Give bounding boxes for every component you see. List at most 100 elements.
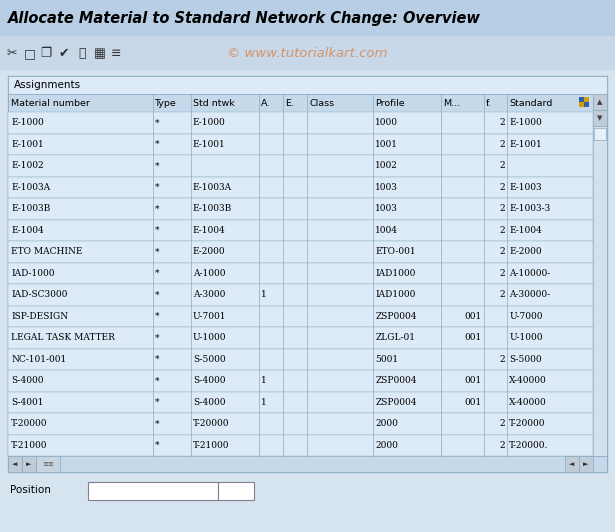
Text: 1: 1 bbox=[261, 290, 266, 299]
Text: IAD-SC3000: IAD-SC3000 bbox=[11, 290, 68, 299]
Text: 2: 2 bbox=[500, 355, 506, 364]
Text: 2000: 2000 bbox=[375, 419, 399, 428]
Text: ZSP0004: ZSP0004 bbox=[375, 398, 417, 407]
Text: *: * bbox=[154, 247, 159, 256]
Text: 2: 2 bbox=[500, 269, 506, 278]
Text: U-7001: U-7001 bbox=[193, 312, 226, 321]
Text: □: □ bbox=[24, 47, 36, 60]
Text: ▼: ▼ bbox=[597, 115, 603, 121]
Bar bbox=[22, 456, 36, 472]
Bar bbox=[218, 482, 254, 500]
Text: U-7000: U-7000 bbox=[509, 312, 543, 321]
Text: ❐: ❐ bbox=[41, 47, 52, 60]
Text: ≡: ≡ bbox=[111, 47, 121, 60]
Text: *: * bbox=[154, 398, 159, 407]
Text: Assignments: Assignments bbox=[14, 80, 81, 90]
Text: *: * bbox=[154, 376, 159, 385]
Text: ►: ► bbox=[26, 461, 32, 467]
Bar bbox=[0, 36, 615, 70]
Text: E-1003B: E-1003B bbox=[193, 204, 232, 213]
Bar bbox=[8, 392, 593, 413]
Text: E-1003: E-1003 bbox=[509, 183, 542, 192]
Bar bbox=[8, 76, 607, 472]
Text: *: * bbox=[154, 355, 159, 364]
Text: E-1000: E-1000 bbox=[11, 118, 44, 127]
Text: *: * bbox=[154, 183, 159, 192]
Bar bbox=[8, 94, 593, 112]
Bar bbox=[584, 97, 589, 102]
Text: 2: 2 bbox=[500, 226, 506, 235]
Bar bbox=[8, 305, 593, 327]
Text: 5001: 5001 bbox=[375, 355, 399, 364]
Text: 1002: 1002 bbox=[375, 161, 399, 170]
Text: A-10000-: A-10000- bbox=[509, 269, 550, 278]
Text: T-21000: T-21000 bbox=[193, 440, 229, 450]
Text: T-20000: T-20000 bbox=[193, 419, 229, 428]
Text: E-2000: E-2000 bbox=[193, 247, 226, 256]
Text: E-1000: E-1000 bbox=[193, 118, 226, 127]
Bar bbox=[594, 128, 606, 140]
Text: E-1002: E-1002 bbox=[11, 161, 44, 170]
Text: E-1003A: E-1003A bbox=[193, 183, 232, 192]
Text: 1: 1 bbox=[261, 376, 266, 385]
Text: ZLGL-01: ZLGL-01 bbox=[375, 333, 415, 342]
Text: *: * bbox=[154, 226, 159, 235]
Bar bbox=[8, 134, 593, 155]
Bar bbox=[593, 94, 607, 110]
Text: E-2000: E-2000 bbox=[509, 247, 542, 256]
Text: ISP-DESIGN: ISP-DESIGN bbox=[11, 312, 68, 321]
Text: ETO MACHINE: ETO MACHINE bbox=[11, 247, 82, 256]
Text: Position: Position bbox=[10, 485, 51, 495]
Bar bbox=[579, 97, 584, 102]
Text: Allocate Material to Standard Network Change: Overview: Allocate Material to Standard Network Ch… bbox=[8, 11, 481, 26]
Bar bbox=[593, 110, 607, 126]
Bar bbox=[8, 327, 593, 348]
Text: 001: 001 bbox=[464, 333, 482, 342]
Text: ◄: ◄ bbox=[569, 461, 574, 467]
Bar bbox=[593, 126, 607, 456]
Bar bbox=[8, 220, 593, 241]
Text: IAD1000: IAD1000 bbox=[375, 290, 416, 299]
Text: E-1003B: E-1003B bbox=[11, 204, 50, 213]
Text: E-1001: E-1001 bbox=[509, 140, 542, 149]
Text: 2000: 2000 bbox=[375, 440, 399, 450]
Text: Profile: Profile bbox=[375, 98, 405, 107]
Bar bbox=[8, 262, 593, 284]
Text: A-1000: A-1000 bbox=[193, 269, 225, 278]
Text: E-1004: E-1004 bbox=[509, 226, 542, 235]
Text: ZSP0004: ZSP0004 bbox=[375, 376, 417, 385]
Text: 2: 2 bbox=[500, 140, 506, 149]
Text: *: * bbox=[154, 204, 159, 213]
Text: S-5000: S-5000 bbox=[193, 355, 226, 364]
Text: Std ntwk: Std ntwk bbox=[193, 98, 234, 107]
Text: Standard: Standard bbox=[509, 98, 553, 107]
Text: 1000: 1000 bbox=[375, 118, 399, 127]
Bar bbox=[8, 435, 593, 456]
Text: 1001: 1001 bbox=[375, 140, 399, 149]
Text: 001: 001 bbox=[464, 376, 482, 385]
Text: 001: 001 bbox=[464, 398, 482, 407]
Bar bbox=[579, 102, 584, 107]
Text: T-20000: T-20000 bbox=[11, 419, 47, 428]
Bar bbox=[8, 198, 593, 220]
Text: S-4001: S-4001 bbox=[11, 398, 44, 407]
Text: E-1003-3: E-1003-3 bbox=[509, 204, 550, 213]
Text: S-4000: S-4000 bbox=[193, 398, 225, 407]
Text: X-40000: X-40000 bbox=[509, 376, 547, 385]
Text: ⌕: ⌕ bbox=[78, 47, 85, 60]
Bar bbox=[8, 76, 607, 94]
Text: U-1000: U-1000 bbox=[193, 333, 226, 342]
Text: E-1001: E-1001 bbox=[193, 140, 226, 149]
Bar bbox=[8, 155, 593, 177]
Text: 001: 001 bbox=[464, 312, 482, 321]
Bar bbox=[0, 0, 615, 36]
Bar bbox=[8, 413, 593, 435]
Bar bbox=[8, 177, 593, 198]
Text: T-20000.: T-20000. bbox=[509, 440, 549, 450]
Text: IAD-1000: IAD-1000 bbox=[11, 269, 55, 278]
Text: ▲: ▲ bbox=[597, 99, 603, 105]
Text: 2: 2 bbox=[500, 161, 506, 170]
Text: ✔: ✔ bbox=[59, 47, 69, 60]
Text: S-4000: S-4000 bbox=[193, 376, 225, 385]
Text: A-30000-: A-30000- bbox=[509, 290, 550, 299]
